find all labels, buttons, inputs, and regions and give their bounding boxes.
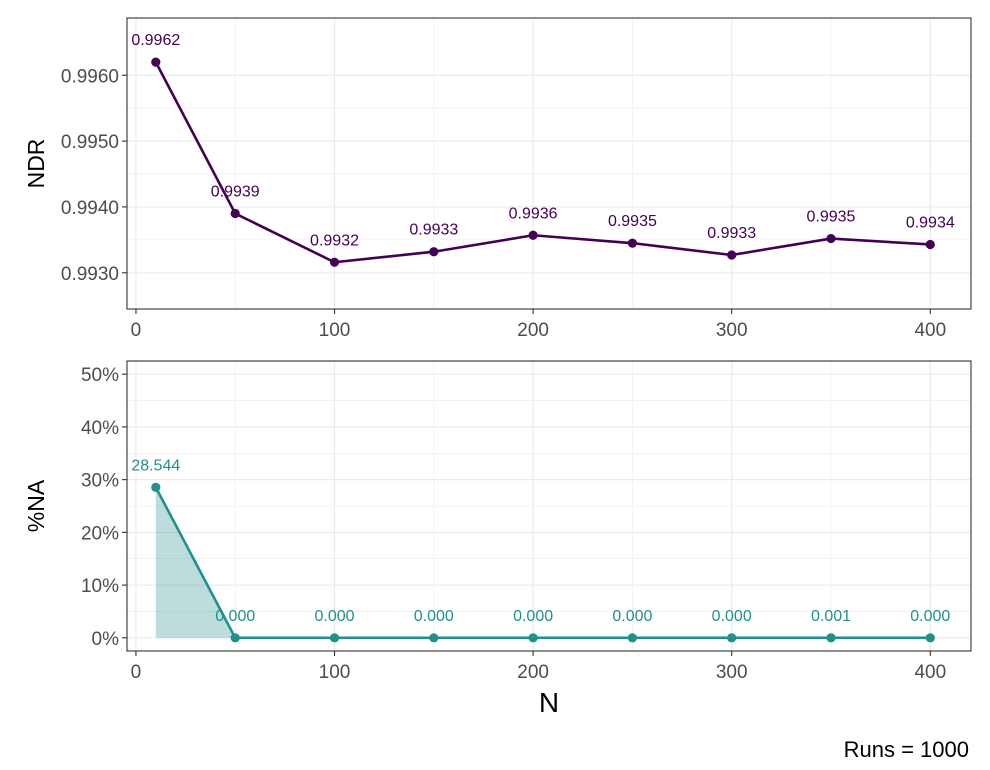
data-point bbox=[528, 633, 538, 643]
data-label: 0.9935 bbox=[807, 209, 856, 226]
data-point bbox=[230, 208, 240, 219]
data-point bbox=[727, 250, 737, 260]
data-label: 0.000 bbox=[712, 608, 752, 625]
y-tick-label: 30% bbox=[81, 471, 119, 492]
data-label: 0.001 bbox=[811, 608, 851, 625]
data-label: 0.9933 bbox=[707, 225, 756, 242]
x-tick-label: 100 bbox=[319, 662, 351, 683]
data-label: 0.9934 bbox=[906, 214, 955, 231]
data-point bbox=[925, 239, 935, 250]
na-panel: 28.544 0.000 0.000 0.000 0.000 0.000 0.000 0.00… bbox=[23, 360, 972, 718]
data-point bbox=[627, 633, 638, 643]
data-label: 0.9933 bbox=[409, 222, 458, 239]
y-axis-title: NDR bbox=[23, 139, 49, 189]
data-point bbox=[151, 482, 161, 492]
data-point bbox=[727, 633, 737, 643]
ndr-panel: 0.9962 0.9939 0.9932 0.9933 0.9936 0.9935 0.99… bbox=[23, 17, 972, 341]
x-tick-label: 100 bbox=[319, 320, 351, 341]
data-label: 0.9935 bbox=[608, 213, 657, 230]
data-point bbox=[627, 238, 638, 248]
data-label: 0.9962 bbox=[131, 32, 180, 49]
data-label: 0.000 bbox=[215, 608, 255, 625]
y-tick-label: 0.9930 bbox=[61, 264, 119, 285]
data-point bbox=[329, 257, 340, 267]
y-tick-label: 40% bbox=[81, 418, 119, 439]
x-tick-label: 400 bbox=[914, 320, 946, 341]
y-axis-title: %NA bbox=[23, 479, 49, 532]
data-point bbox=[151, 57, 161, 67]
data-label: 0.9932 bbox=[310, 232, 359, 249]
x-tick-label: 0 bbox=[131, 320, 142, 341]
y-tick-label: 0.9960 bbox=[61, 66, 119, 87]
y-tick-label: 0% bbox=[92, 629, 120, 650]
y-tick-label: 0.9950 bbox=[61, 132, 119, 153]
panel-border bbox=[126, 360, 972, 652]
data-label: 0.000 bbox=[910, 608, 950, 625]
x-tick-label: 400 bbox=[914, 662, 946, 683]
data-point bbox=[925, 633, 935, 643]
data-point bbox=[230, 633, 240, 643]
data-label: 28.544 bbox=[131, 457, 180, 474]
data-point bbox=[329, 633, 340, 643]
data-label: 0.000 bbox=[414, 608, 454, 625]
plot-background bbox=[127, 18, 971, 309]
data-label: 0.000 bbox=[612, 608, 652, 625]
data-label: 0.000 bbox=[513, 608, 553, 625]
y-tick-label: 10% bbox=[81, 576, 119, 597]
data-label: 0.9939 bbox=[211, 184, 260, 201]
data-point bbox=[429, 633, 439, 643]
x-tick-label: 200 bbox=[517, 320, 549, 341]
x-axis-title: N bbox=[539, 687, 559, 718]
data-label: 0.000 bbox=[315, 608, 355, 625]
x-tick-label: 300 bbox=[716, 320, 748, 341]
data-point bbox=[826, 633, 836, 643]
y-tick-label: 50% bbox=[81, 365, 119, 386]
panel-border bbox=[126, 17, 972, 310]
x-tick-label: 200 bbox=[517, 662, 549, 683]
data-point bbox=[528, 230, 538, 240]
x-tick-label: 300 bbox=[716, 662, 748, 683]
y-tick-label: 20% bbox=[81, 523, 119, 544]
x-tick-label: 0 bbox=[131, 662, 142, 683]
data-label: 0.9936 bbox=[509, 205, 558, 222]
caption: Runs = 1000 bbox=[844, 737, 969, 762]
data-point bbox=[429, 247, 439, 257]
data-point bbox=[826, 233, 836, 244]
y-tick-label: 0.9940 bbox=[61, 198, 119, 219]
